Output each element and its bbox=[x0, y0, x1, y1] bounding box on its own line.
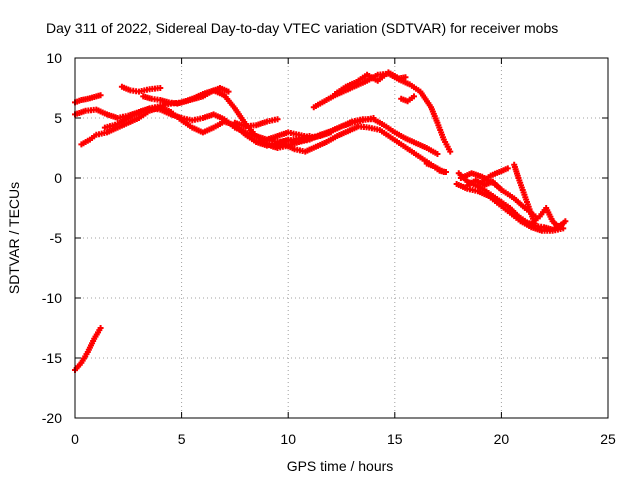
series-track-21 bbox=[528, 205, 569, 231]
data-point bbox=[410, 93, 417, 100]
data-point bbox=[402, 74, 409, 81]
x-tick-label: 25 bbox=[600, 431, 616, 447]
data-point bbox=[225, 88, 232, 95]
y-tick-label: 5 bbox=[54, 110, 62, 126]
data-point bbox=[274, 116, 281, 123]
series-track-6 bbox=[118, 83, 164, 95]
series-track-9 bbox=[253, 116, 441, 157]
series-track-8 bbox=[231, 116, 281, 130]
series-track-14 bbox=[423, 160, 449, 175]
data-point bbox=[562, 218, 569, 225]
data-point bbox=[157, 85, 164, 91]
data-point bbox=[532, 223, 539, 229]
data-point bbox=[97, 325, 104, 331]
series-track-12 bbox=[332, 69, 409, 97]
tick-labels: 0 5 10 15 20 25 -20 -15 -10 -5 0 5 10 bbox=[42, 50, 616, 447]
axis-ticks bbox=[74, 57, 609, 419]
series-track-13 bbox=[398, 93, 417, 105]
data-point bbox=[97, 92, 104, 99]
data-series bbox=[72, 69, 569, 373]
x-tick-label: 5 bbox=[178, 431, 186, 447]
series-track-19 bbox=[479, 165, 511, 185]
series-track-1 bbox=[72, 325, 104, 373]
data-point bbox=[447, 148, 454, 155]
data-point bbox=[434, 151, 441, 157]
y-tick-label: 10 bbox=[46, 50, 62, 66]
y-tick-label: -15 bbox=[42, 350, 62, 366]
x-axis-title: GPS time / hours bbox=[287, 458, 394, 474]
x-tick-label: 15 bbox=[387, 431, 403, 447]
x-tick-label: 0 bbox=[71, 431, 79, 447]
data-point bbox=[442, 169, 449, 175]
y-axis-title: SDTVAR / TECUs bbox=[6, 182, 22, 294]
series-track-7 bbox=[140, 85, 232, 107]
chart-title: Day 311 of 2022, Sidereal Day-to-day VTE… bbox=[46, 20, 558, 36]
data-point bbox=[504, 165, 511, 172]
x-tick-label: 20 bbox=[494, 431, 510, 447]
x-tick-label: 10 bbox=[280, 431, 296, 447]
series-track-20 bbox=[511, 161, 539, 229]
y-tick-label: -10 bbox=[42, 290, 62, 306]
data-point bbox=[498, 187, 505, 193]
y-tick-label: 0 bbox=[54, 170, 62, 186]
y-tick-label: -5 bbox=[50, 230, 63, 246]
y-tick-label: -20 bbox=[42, 410, 62, 426]
